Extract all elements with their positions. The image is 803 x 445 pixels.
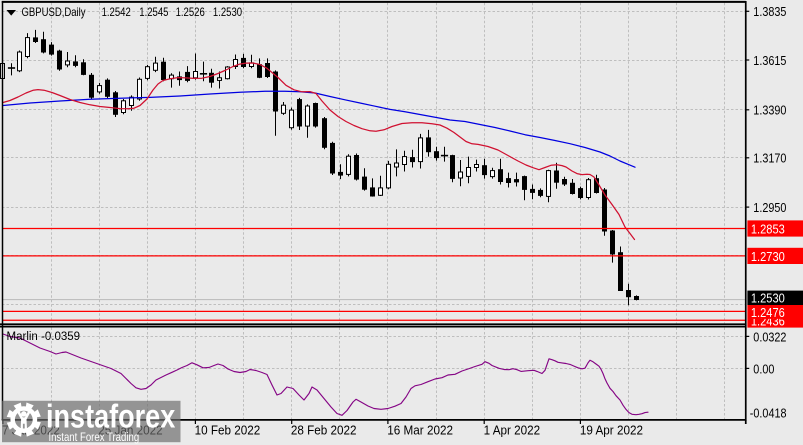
- svg-text:instaforex: instaforex: [46, 399, 175, 435]
- svg-text:1.3390: 1.3390: [753, 103, 786, 118]
- svg-text:1.2436: 1.2436: [751, 313, 785, 328]
- svg-text:10 Feb 2022: 10 Feb 2022: [195, 423, 261, 438]
- svg-text:1.2730: 1.2730: [751, 249, 785, 264]
- svg-text:1.2530: 1.2530: [213, 6, 242, 19]
- svg-text:1.2542: 1.2542: [102, 6, 131, 19]
- svg-text:1.2476: 1.2476: [751, 305, 785, 320]
- svg-text:0.00: 0.00: [753, 361, 774, 376]
- svg-text:1.3170: 1.3170: [753, 151, 786, 166]
- svg-text:1.3835: 1.3835: [753, 4, 786, 19]
- svg-text:28 Feb 2022: 28 Feb 2022: [291, 423, 357, 438]
- svg-text:GBPUSD,Daily: GBPUSD,Daily: [22, 6, 87, 19]
- svg-text:1.2526: 1.2526: [176, 6, 205, 19]
- svg-text:1.2530: 1.2530: [751, 290, 785, 305]
- svg-text:Marlin -0.0359: Marlin -0.0359: [7, 330, 81, 343]
- svg-text:1.2950: 1.2950: [753, 200, 786, 215]
- svg-text:Instant Forex Trading: Instant Forex Trading: [49, 431, 140, 444]
- svg-text:-0.0418: -0.0418: [750, 406, 787, 421]
- svg-text:19 Apr 2022: 19 Apr 2022: [580, 423, 643, 438]
- svg-text:1.2545: 1.2545: [139, 6, 168, 19]
- svg-text:0.0322: 0.0322: [753, 329, 786, 344]
- svg-text:1.3615: 1.3615: [753, 53, 786, 68]
- svg-text:16 Mar 2022: 16 Mar 2022: [387, 423, 453, 438]
- svg-text:1.2853: 1.2853: [751, 221, 785, 236]
- svg-text:1 Apr 2022: 1 Apr 2022: [484, 423, 541, 438]
